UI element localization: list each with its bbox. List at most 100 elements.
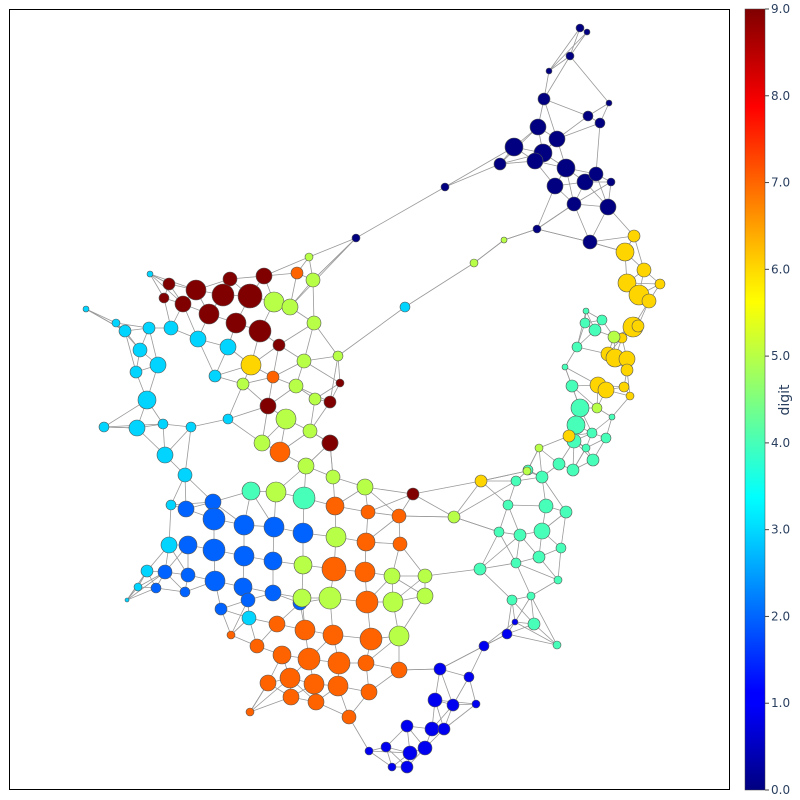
graph-node-digit-6[interactable] bbox=[654, 278, 666, 290]
graph-node-digit-4[interactable] bbox=[510, 557, 522, 569]
graph-node-digit-5[interactable] bbox=[332, 350, 344, 362]
graph-node-digit-7[interactable] bbox=[272, 645, 292, 665]
graph-node-digit-7[interactable] bbox=[391, 508, 407, 524]
graph-node-digit-2[interactable] bbox=[157, 564, 173, 580]
graph-node-digit-3[interactable] bbox=[132, 342, 148, 358]
graph-node-digit-9[interactable] bbox=[321, 434, 339, 452]
graph-node-digit-9[interactable] bbox=[272, 338, 286, 352]
graph-node-digit-6[interactable] bbox=[615, 242, 635, 262]
graph-node-digit-5[interactable] bbox=[302, 423, 318, 439]
graph-node-digit-7[interactable] bbox=[268, 615, 286, 633]
graph-node-digit-0[interactable] bbox=[588, 166, 604, 182]
graph-node-digit-5[interactable] bbox=[383, 567, 401, 585]
graph-node-digit-3[interactable] bbox=[98, 421, 110, 433]
graph-node-digit-2[interactable] bbox=[177, 500, 195, 518]
graph-node-digit-4[interactable] bbox=[510, 475, 522, 487]
graph-node-digit-6[interactable] bbox=[631, 319, 645, 333]
graph-node-digit-5[interactable] bbox=[522, 466, 532, 476]
graph-node-digit-4[interactable] bbox=[582, 307, 590, 315]
graph-node-digit-4[interactable] bbox=[559, 505, 573, 519]
graph-node-digit-3[interactable] bbox=[142, 321, 156, 335]
graph-node-digit-3[interactable] bbox=[111, 318, 121, 328]
graph-node-digit-9[interactable] bbox=[222, 271, 238, 287]
graph-node-digit-1[interactable] bbox=[501, 628, 513, 640]
graph-node-digit-4[interactable] bbox=[502, 499, 514, 511]
graph-node-digit-7[interactable] bbox=[245, 707, 255, 717]
graph-node-digit-2[interactable] bbox=[180, 567, 196, 583]
graph-node-digit-2[interactable] bbox=[150, 582, 162, 594]
graph-node-digit-3[interactable] bbox=[129, 365, 143, 379]
graph-node-digit-3[interactable] bbox=[163, 320, 179, 336]
graph-node-digit-6[interactable] bbox=[636, 262, 652, 278]
graph-node-digit-4[interactable] bbox=[473, 562, 487, 576]
graph-node-digit-7[interactable] bbox=[355, 590, 379, 614]
graph-node-digit-1[interactable] bbox=[387, 762, 397, 772]
graph-node-digit-3[interactable] bbox=[241, 610, 257, 626]
graph-node-digit-1[interactable] bbox=[424, 721, 440, 737]
graph-node-digit-3[interactable] bbox=[177, 467, 193, 483]
graph-node-digit-7[interactable] bbox=[269, 441, 291, 463]
graph-node-digit-6[interactable] bbox=[474, 474, 488, 488]
graph-node-digit-4[interactable] bbox=[552, 640, 562, 650]
graph-node-digit-7[interactable] bbox=[360, 504, 376, 520]
graph-node-digit-2[interactable] bbox=[204, 493, 222, 511]
graph-node-digit-4[interactable] bbox=[608, 413, 616, 421]
graph-node-digit-7[interactable] bbox=[279, 667, 301, 689]
graph-node-digit-9[interactable] bbox=[259, 397, 277, 415]
graph-node-digit-3[interactable] bbox=[208, 369, 222, 383]
graph-node-digit-9[interactable] bbox=[211, 283, 235, 307]
graph-node-digit-6[interactable] bbox=[240, 354, 262, 376]
graph-node-digit-1[interactable] bbox=[433, 662, 447, 676]
graph-node-digit-2[interactable] bbox=[263, 516, 285, 538]
graph-node-digit-7[interactable] bbox=[392, 536, 408, 552]
graph-node-digit-3[interactable] bbox=[189, 330, 207, 348]
graph-node-digit-4[interactable] bbox=[532, 550, 546, 564]
graph-node-digit-3[interactable] bbox=[128, 419, 146, 437]
graph-node-digit-3[interactable] bbox=[118, 324, 132, 338]
graph-node-digit-2[interactable] bbox=[214, 602, 228, 616]
graph-node-digit-7[interactable] bbox=[297, 647, 321, 671]
graph-node-digit-9[interactable] bbox=[162, 277, 176, 291]
graph-node-digit-0[interactable] bbox=[548, 130, 566, 148]
graph-node-digit-7[interactable] bbox=[360, 683, 378, 701]
graph-node-digit-9[interactable] bbox=[323, 395, 337, 409]
graph-node-digit-0[interactable] bbox=[546, 177, 564, 195]
graph-node-digit-9[interactable] bbox=[248, 319, 272, 343]
graph-node-digit-4[interactable] bbox=[570, 398, 590, 418]
graph-node-digit-0[interactable] bbox=[565, 51, 575, 61]
graph-node-digit-4[interactable] bbox=[533, 522, 551, 540]
graph-node-digit-0[interactable] bbox=[605, 99, 613, 107]
graph-node-digit-7[interactable] bbox=[321, 556, 347, 582]
graph-node-digit-7[interactable] bbox=[354, 561, 376, 583]
graph-node-digit-7[interactable] bbox=[327, 651, 351, 675]
graph-node-digit-7[interactable] bbox=[294, 619, 316, 641]
graph-node-digit-4[interactable] bbox=[292, 486, 316, 510]
graph-node-digit-3[interactable] bbox=[165, 499, 177, 511]
graph-node-digit-2[interactable] bbox=[202, 538, 226, 562]
graph-node-digit-5[interactable] bbox=[447, 510, 461, 524]
graph-node-digit-7[interactable] bbox=[307, 693, 325, 711]
graph-node-digit-9[interactable] bbox=[185, 279, 207, 301]
graph-node-digit-5[interactable] bbox=[318, 586, 342, 610]
graph-node-digit-1[interactable] bbox=[463, 671, 475, 683]
graph-node-digit-5[interactable] bbox=[325, 469, 341, 485]
graph-node-digit-9[interactable] bbox=[158, 292, 170, 304]
graph-node-digit-6[interactable] bbox=[625, 391, 635, 401]
graph-node-digit-4[interactable] bbox=[571, 341, 583, 353]
graph-node-digit-0[interactable] bbox=[351, 233, 361, 243]
graph-node-digit-0[interactable] bbox=[599, 198, 617, 216]
graph-node-digit-1[interactable] bbox=[471, 699, 481, 709]
graph-node-digit-2[interactable] bbox=[233, 514, 255, 536]
graph-node-digit-5[interactable] bbox=[306, 315, 322, 331]
graph-node-digit-3[interactable] bbox=[124, 597, 130, 603]
graph-node-digit-5[interactable] bbox=[281, 298, 299, 316]
graph-node-digit-2[interactable] bbox=[204, 570, 226, 592]
graph-node-digit-4[interactable] bbox=[553, 575, 563, 585]
graph-node-digit-5[interactable] bbox=[293, 555, 313, 575]
graph-node-digit-3[interactable] bbox=[149, 356, 167, 374]
graph-node-digit-3[interactable] bbox=[185, 421, 197, 433]
graph-node-digit-9[interactable] bbox=[335, 378, 345, 388]
graph-node-digit-4[interactable] bbox=[600, 432, 612, 444]
graph-node-digit-5[interactable] bbox=[417, 568, 433, 584]
graph-node-digit-6[interactable] bbox=[641, 293, 657, 309]
